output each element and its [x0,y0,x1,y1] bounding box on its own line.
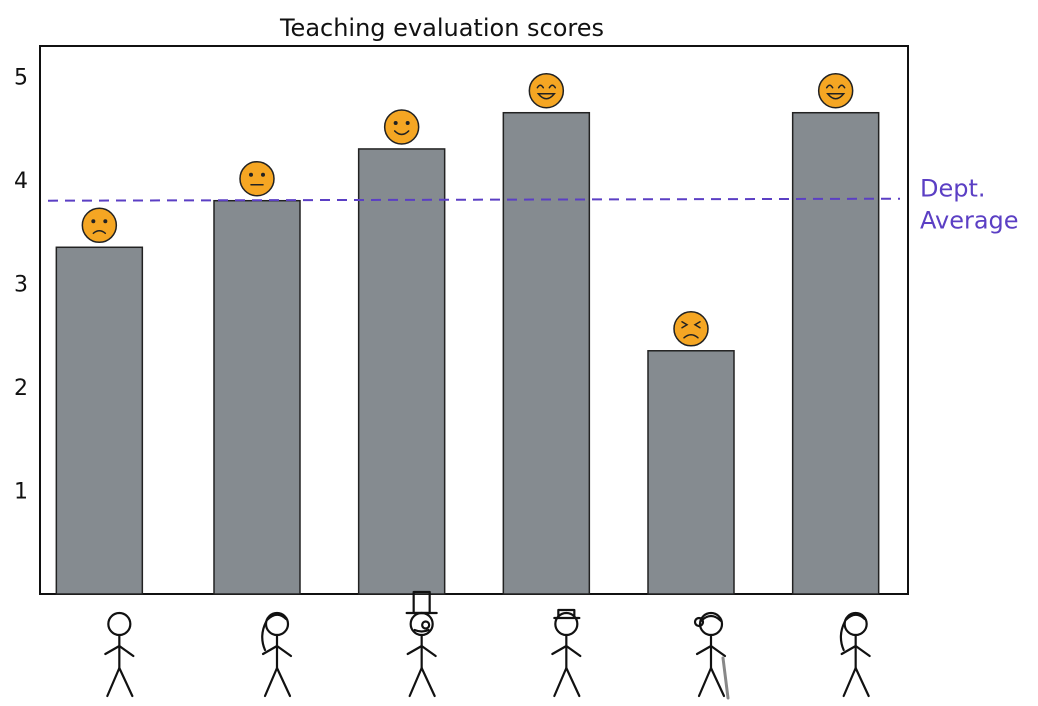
neutral-face-icon [239,160,275,197]
stick-figure-elder-cane-icon [693,611,730,700]
y-tick-label: 4 [14,169,28,194]
y-tick-label: 5 [14,66,28,91]
bar [791,111,880,595]
sad-face-icon [81,207,118,244]
stick-figure-ponytail-icon [261,611,293,698]
y-tick-label: 2 [14,376,28,401]
chart-title: Teaching evaluation scores [279,14,604,42]
grin-face-icon [528,72,565,109]
grin-face-icon [817,72,854,109]
stick-figure-plain-icon [104,611,135,698]
y-tick-label: 3 [14,273,28,298]
bar [55,246,144,595]
bar [213,199,301,595]
smile-face-icon [383,109,420,145]
stick-figure-ponytail-icon [839,611,871,698]
stick-figure-flat-cap-icon [551,608,582,698]
y-tick-label: 1 [14,480,28,505]
bar [502,111,591,595]
stick-figure-top-hat-monocle-icon [405,590,438,698]
dept-average-label: Dept. [920,175,986,203]
bar [357,148,446,595]
plot-frame [39,45,909,595]
distressed-face-icon [673,311,709,347]
dept-average-line [47,197,901,202]
bar [647,350,735,595]
dept-average-label: Average [920,207,1019,235]
